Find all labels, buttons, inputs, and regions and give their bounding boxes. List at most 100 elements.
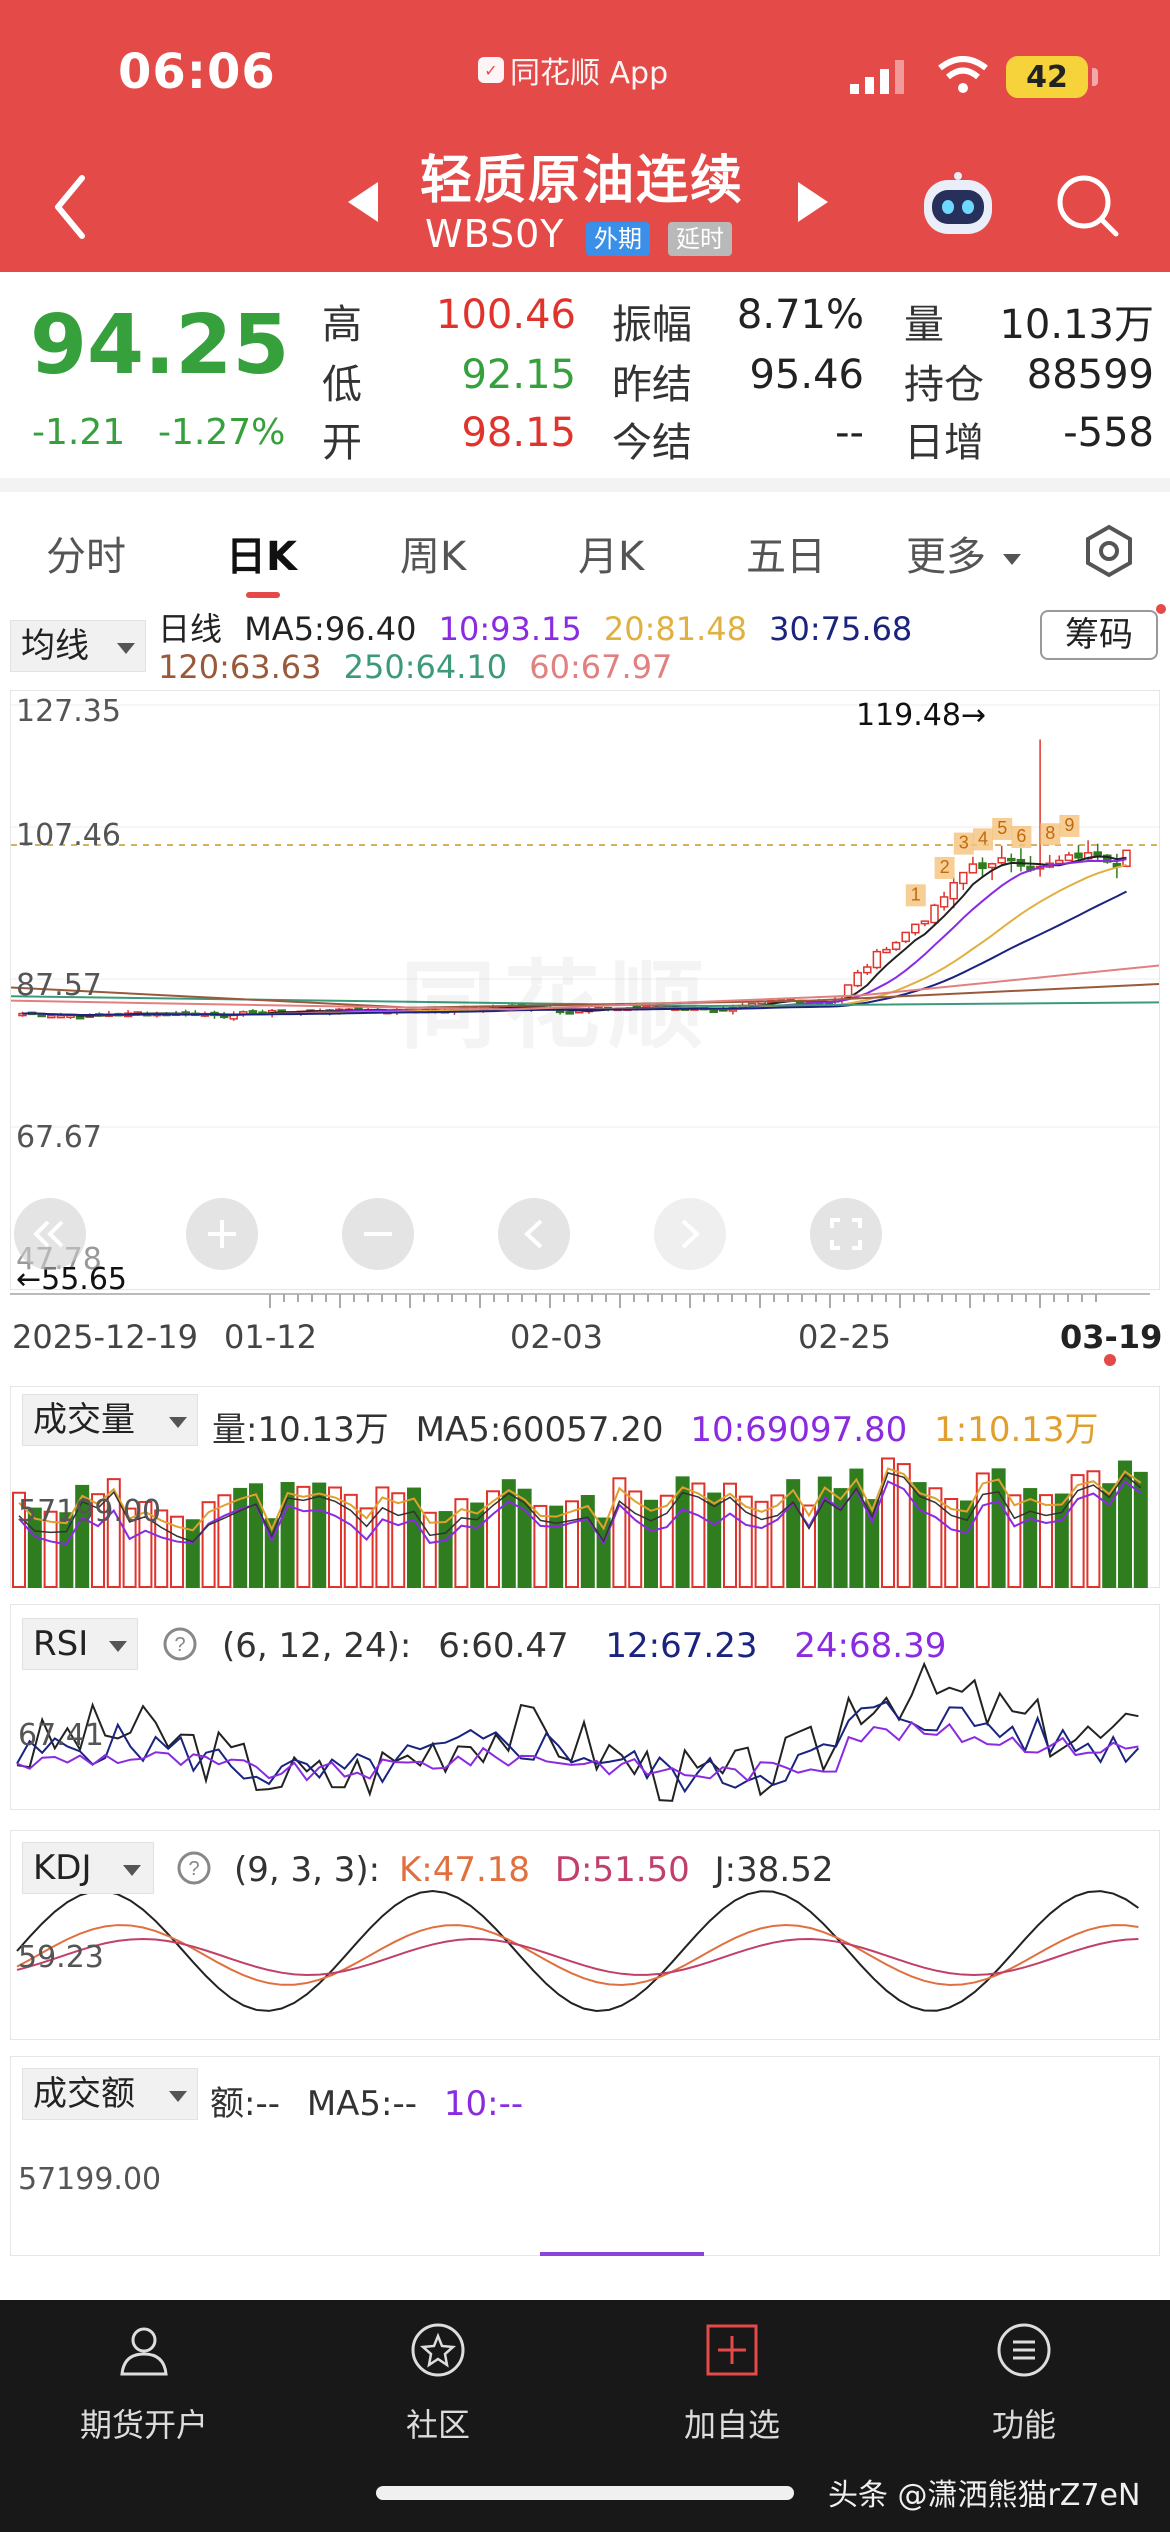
tab-timeshare[interactable]: 分时 bbox=[46, 534, 126, 580]
search-icon[interactable] bbox=[1052, 170, 1122, 240]
high-value: 100.46 bbox=[436, 292, 576, 338]
volume-bar bbox=[391, 1492, 406, 1588]
volume-bar bbox=[249, 1483, 263, 1588]
app-label-text: 同花顺 App bbox=[510, 56, 669, 91]
high-label: 高 bbox=[322, 302, 362, 348]
candle-body bbox=[968, 863, 978, 874]
assistant-robot-icon[interactable] bbox=[918, 170, 998, 240]
candle-body bbox=[891, 941, 901, 950]
minus-icon bbox=[364, 1232, 392, 1236]
help-icon[interactable]: ? bbox=[162, 1626, 198, 1662]
candle-body bbox=[901, 931, 910, 943]
scroll-right-button[interactable] bbox=[654, 1198, 726, 1270]
kdj-j-line bbox=[16, 1889, 1139, 2012]
volume-bar bbox=[501, 1479, 516, 1588]
volume-bar bbox=[296, 1485, 311, 1588]
kdj-params: (9, 3, 3): bbox=[234, 1850, 381, 1890]
chevron-down-icon bbox=[169, 2091, 187, 2102]
sequence-label: 6 bbox=[1016, 826, 1026, 846]
rsi-selector-label: RSI bbox=[33, 1624, 89, 1664]
tab-weekly-k[interactable]: 周K bbox=[400, 534, 467, 580]
back-icon[interactable] bbox=[50, 172, 90, 242]
price-change: -1.21 bbox=[32, 412, 126, 453]
tab-monthly-k[interactable]: 月K bbox=[578, 534, 645, 580]
candle-body bbox=[920, 920, 930, 925]
scroll-indicator bbox=[540, 2252, 704, 2256]
scroll-left-fast-button[interactable] bbox=[14, 1198, 86, 1270]
amplitude-label: 振幅 bbox=[612, 302, 692, 348]
home-indicator bbox=[376, 2486, 794, 2500]
volume-bar bbox=[533, 1504, 548, 1588]
rsi6-line bbox=[16, 1661, 1139, 1802]
kdj-k: K:47.18 bbox=[398, 1850, 531, 1890]
volume-bar bbox=[644, 1499, 658, 1588]
daily-increase-value: -558 bbox=[1063, 410, 1154, 456]
help-icon[interactable]: ? bbox=[176, 1850, 212, 1886]
candle-body bbox=[853, 971, 862, 987]
daily-increase-label: 日增 bbox=[904, 420, 984, 466]
sequence-marker bbox=[1040, 823, 1061, 846]
wifi-icon bbox=[938, 56, 988, 93]
chevron-down-icon bbox=[123, 1865, 141, 1876]
volume-bar bbox=[75, 1484, 90, 1588]
volume-bar bbox=[612, 1477, 627, 1588]
candle-body bbox=[1064, 854, 1074, 862]
sequence-marker bbox=[953, 832, 974, 855]
tab-more[interactable]: 更多 bbox=[906, 524, 1021, 582]
volume-bar bbox=[912, 1482, 927, 1588]
kdj-selector-label: KDJ bbox=[33, 1848, 92, 1888]
ma-selector[interactable]: 均线 bbox=[10, 620, 146, 672]
volume-value: 量:10.13万 bbox=[212, 1410, 389, 1450]
volume-bar bbox=[975, 1472, 990, 1588]
rsi-panel[interactable] bbox=[10, 1604, 1160, 1810]
previous-contract-icon[interactable] bbox=[344, 180, 380, 224]
volume-bar bbox=[122, 1507, 137, 1588]
zoom-in-button[interactable] bbox=[186, 1198, 258, 1270]
candle-body bbox=[56, 1014, 66, 1019]
fullscreen-button[interactable] bbox=[810, 1198, 882, 1270]
volume-bar bbox=[1007, 1494, 1022, 1588]
kdj-selector[interactable]: KDJ bbox=[22, 1842, 154, 1894]
volume-bar bbox=[1118, 1460, 1132, 1588]
settings-hex-icon[interactable] bbox=[1082, 524, 1136, 578]
battery-tip bbox=[1092, 68, 1098, 86]
candle-body bbox=[565, 1011, 574, 1015]
kdj-panel[interactable] bbox=[10, 1830, 1160, 2040]
candle-body bbox=[911, 923, 920, 934]
amount-panel[interactable] bbox=[10, 2056, 1160, 2256]
amount-selector[interactable]: 成交额 bbox=[22, 2068, 198, 2120]
kline-y-label: 127.35 bbox=[16, 694, 121, 729]
sequence-marker bbox=[905, 884, 926, 907]
rsi-24: 24:68.39 bbox=[794, 1626, 947, 1666]
double-chevron-left-icon bbox=[33, 1220, 64, 1248]
chip-distribution-button[interactable]: 筹码 bbox=[1040, 610, 1158, 660]
chart-watermark: 同花顺 bbox=[400, 928, 712, 1067]
tab-daily-k[interactable]: 日K bbox=[226, 534, 297, 580]
menu-icon bbox=[997, 2323, 1051, 2377]
candle-body bbox=[987, 863, 997, 869]
zoom-out-button[interactable] bbox=[342, 1198, 414, 1270]
candle-body bbox=[1007, 857, 1016, 862]
open-interest-label: 持仓 bbox=[904, 362, 984, 408]
rsi-chart bbox=[16, 1661, 1140, 1802]
chevron-down-icon bbox=[1002, 553, 1021, 565]
volume-bar bbox=[659, 1494, 674, 1588]
volume-bar bbox=[438, 1511, 453, 1588]
volume-bar bbox=[707, 1492, 722, 1588]
scroll-left-button[interactable] bbox=[498, 1198, 570, 1270]
volume-selector[interactable]: 成交量 bbox=[22, 1394, 198, 1446]
contract-code: WBS0Y bbox=[425, 212, 565, 256]
candle-body bbox=[709, 1009, 718, 1014]
rsi24-line bbox=[16, 1720, 1139, 1783]
tab-five-day[interactable]: 五日 bbox=[746, 534, 826, 580]
kdj-y-label: 59.23 bbox=[18, 1940, 104, 1975]
prev-settle-value: 95.46 bbox=[749, 352, 864, 398]
next-contract-icon[interactable] bbox=[796, 180, 832, 224]
volume-panel[interactable] bbox=[10, 1386, 1160, 1589]
amount-value: 额:-- bbox=[210, 2084, 280, 2124]
notification-dot bbox=[1156, 604, 1166, 614]
kdj-legend: (9, 3, 3): K:47.18 D:51.50 J:38.52 bbox=[234, 1850, 833, 1890]
volume-bar bbox=[549, 1505, 564, 1588]
rsi-selector[interactable]: RSI bbox=[22, 1618, 138, 1670]
